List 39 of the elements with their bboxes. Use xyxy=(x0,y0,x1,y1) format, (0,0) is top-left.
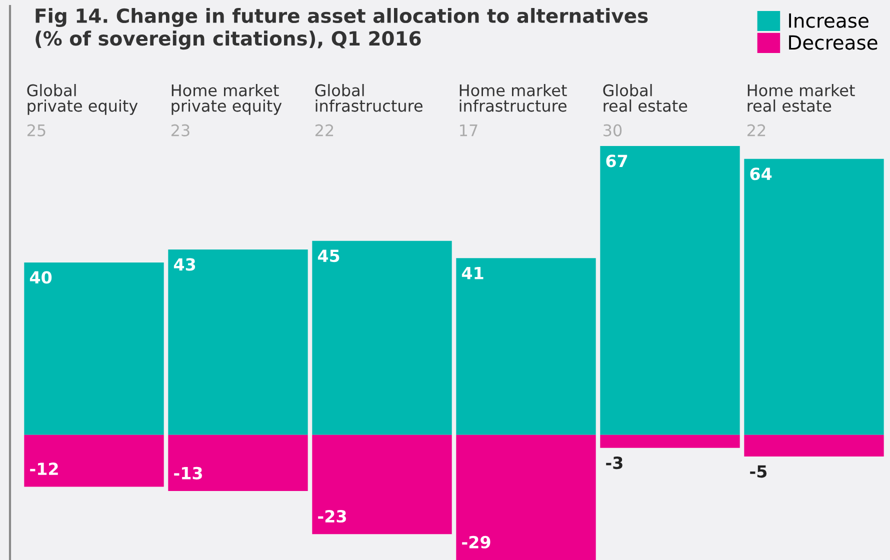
bar xyxy=(24,434,164,487)
data-label: -29 xyxy=(462,536,490,548)
data-label: 41 xyxy=(462,266,484,280)
chart-title: Fig 14. Change in future asset allocation to alternatives (% of sovereign citations), Q1 2016 xyxy=(36,8,648,50)
bar xyxy=(600,434,740,448)
x-tick-label: Global infrastructure xyxy=(315,84,422,112)
data-label: 40 xyxy=(30,271,52,284)
bar xyxy=(600,146,740,435)
data-label: -3 xyxy=(606,456,622,470)
x-tick-label: Home market infrastructure xyxy=(460,84,567,112)
data-label: -23 xyxy=(318,510,346,523)
data-label: -5 xyxy=(750,465,767,478)
bar xyxy=(456,434,596,560)
bar xyxy=(456,258,596,435)
legend-label: Decrease xyxy=(789,35,878,50)
x-tick-label: Home market real estate xyxy=(748,84,855,112)
x-tick-label: Global real estate xyxy=(603,84,688,112)
legend-label: Increase xyxy=(789,13,868,28)
bar xyxy=(744,158,884,435)
text: 17 xyxy=(460,124,478,136)
text: 22 xyxy=(747,124,766,136)
data-label: 45 xyxy=(318,250,340,262)
text: 30 xyxy=(604,124,622,136)
text: 25 xyxy=(27,124,46,136)
bar xyxy=(744,434,884,456)
bar xyxy=(24,262,164,435)
bar xyxy=(168,250,308,435)
text: 23 xyxy=(171,124,190,136)
bar xyxy=(312,434,452,534)
data-label: 43 xyxy=(174,258,196,271)
data-label: 67 xyxy=(606,154,628,168)
text: 22 xyxy=(315,124,334,136)
x-tick-label: Global private equity xyxy=(27,84,138,115)
x-tick-label: Home market private equity xyxy=(172,84,282,115)
data-label: -13 xyxy=(174,466,202,480)
data-label: 64 xyxy=(750,168,772,180)
bar xyxy=(168,434,308,491)
data-label: -12 xyxy=(30,462,58,475)
bar xyxy=(312,240,452,435)
